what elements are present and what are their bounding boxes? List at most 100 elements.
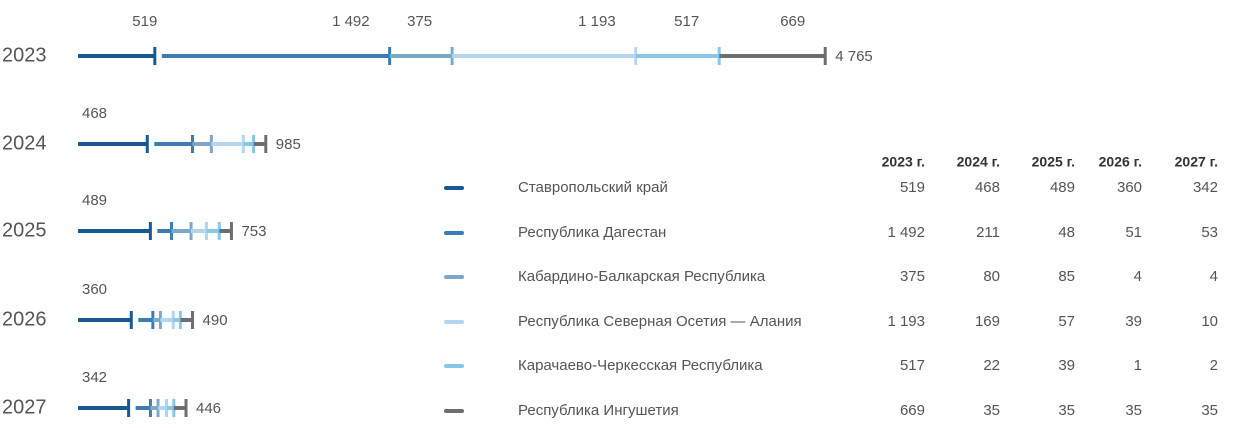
value-label: 468 — [82, 105, 107, 122]
table-cell: 489 — [1050, 179, 1075, 196]
table-cell: 360 — [1117, 179, 1142, 196]
table-cell: 211 — [976, 224, 1000, 241]
bar-segment — [635, 54, 720, 58]
segment-end — [129, 311, 133, 329]
table-cell: 1 492 — [887, 224, 925, 241]
bar-segment — [138, 318, 153, 322]
table-cell: 4 — [1210, 268, 1218, 285]
table-cell: 468 — [975, 179, 1000, 196]
bar-segment — [135, 406, 151, 410]
bar-segment — [161, 54, 390, 58]
table-cell: 35 — [1201, 402, 1218, 419]
table-cell: 22 — [983, 357, 1000, 374]
table-cell: 35 — [1058, 402, 1075, 419]
segment-end — [153, 47, 157, 65]
total-label: 4 765 — [835, 48, 873, 65]
value-label: 1 193 — [578, 13, 616, 30]
table-cell: 1 — [1134, 357, 1142, 374]
bar-segment — [191, 229, 207, 233]
bar-segment — [719, 54, 826, 58]
table-cell: 48 — [1058, 224, 1075, 241]
bar-segment — [253, 142, 266, 146]
table-cell: 80 — [983, 268, 1000, 285]
year-label: 2027 — [2, 396, 47, 418]
value-label: 519 — [132, 13, 157, 30]
table-cell: 519 — [900, 179, 925, 196]
legend-marker — [444, 231, 464, 235]
legend-marker — [444, 364, 464, 368]
table-cell: 1 193 — [887, 313, 925, 330]
segment-end — [823, 47, 827, 65]
value-label: 360 — [82, 281, 107, 298]
legend-label: Республика Дагестан — [518, 224, 666, 241]
table-cell: 375 — [900, 268, 925, 285]
bar-segment — [173, 318, 181, 322]
bar-segment — [211, 142, 244, 146]
segment-end — [229, 222, 233, 240]
bar-segment — [78, 318, 132, 322]
table-header: 2024 г. — [957, 154, 1000, 170]
table-cell: 169 — [975, 313, 1000, 330]
bar-segment — [78, 142, 148, 146]
bar-segment — [160, 318, 174, 322]
total-label: 446 — [196, 400, 221, 417]
value-label: 517 — [674, 13, 699, 30]
table-cell: 517 — [900, 357, 925, 374]
bar-segment — [78, 54, 155, 58]
bar-segment — [158, 406, 167, 410]
bar-segment — [154, 142, 193, 146]
segment-end — [184, 399, 188, 417]
table-cell: 342 — [1193, 179, 1218, 196]
legend-label: Ставропольский край — [518, 179, 668, 196]
legend-marker — [444, 186, 464, 190]
table-cell: 85 — [1058, 268, 1075, 285]
legend-marker — [444, 409, 464, 413]
bar-segment — [150, 406, 159, 410]
year-label: 2023 — [2, 44, 47, 66]
segment-end — [148, 222, 152, 240]
segment-end — [145, 135, 149, 153]
total-label: 753 — [241, 223, 266, 240]
bar-segment — [157, 229, 172, 233]
bar-segment — [78, 229, 151, 233]
legend-label: Республика Северная Осетия — Алания — [518, 313, 802, 330]
bar-segment — [206, 229, 220, 233]
bar-segment — [166, 406, 174, 410]
table-header: 2023 г. — [882, 154, 925, 170]
bar-segment — [152, 318, 161, 322]
table-cell: 53 — [1201, 224, 1218, 241]
value-label: 342 — [82, 369, 107, 386]
year-label: 2024 — [2, 132, 47, 154]
legend-label: Кабардино-Балкарская Республика — [518, 268, 766, 285]
total-label: 490 — [203, 312, 228, 329]
table-cell: 669 — [900, 402, 925, 419]
bar-segment — [452, 54, 636, 58]
segment-end — [191, 311, 195, 329]
legend-label: Карачаево-Черкесская Республика — [518, 357, 763, 374]
legend-marker — [444, 275, 464, 279]
legend-marker — [444, 320, 464, 324]
year-label: 2025 — [2, 219, 47, 241]
table-cell: 35 — [1125, 402, 1142, 419]
value-label: 669 — [780, 13, 805, 30]
bar-segment — [173, 406, 187, 410]
value-label: 375 — [407, 13, 432, 30]
total-label: 985 — [276, 136, 301, 153]
year-label: 2026 — [2, 308, 47, 330]
value-label: 1 492 — [332, 13, 370, 30]
table-cell: 39 — [1058, 357, 1075, 374]
bar-segment — [219, 229, 232, 233]
table-header: 2027 г. — [1175, 154, 1218, 170]
table-cell: 2 — [1210, 357, 1218, 374]
table-cell: 39 — [1125, 313, 1142, 330]
bar-segment — [192, 142, 212, 146]
segment-end — [264, 135, 268, 153]
bar-segment — [180, 318, 193, 322]
bar-segment — [389, 54, 453, 58]
bar-segment — [171, 229, 192, 233]
table-header: 2026 г. — [1099, 154, 1142, 170]
table-header: 2025 г. — [1032, 154, 1075, 170]
bar-segment — [78, 406, 129, 410]
table-cell: 10 — [1201, 313, 1218, 330]
